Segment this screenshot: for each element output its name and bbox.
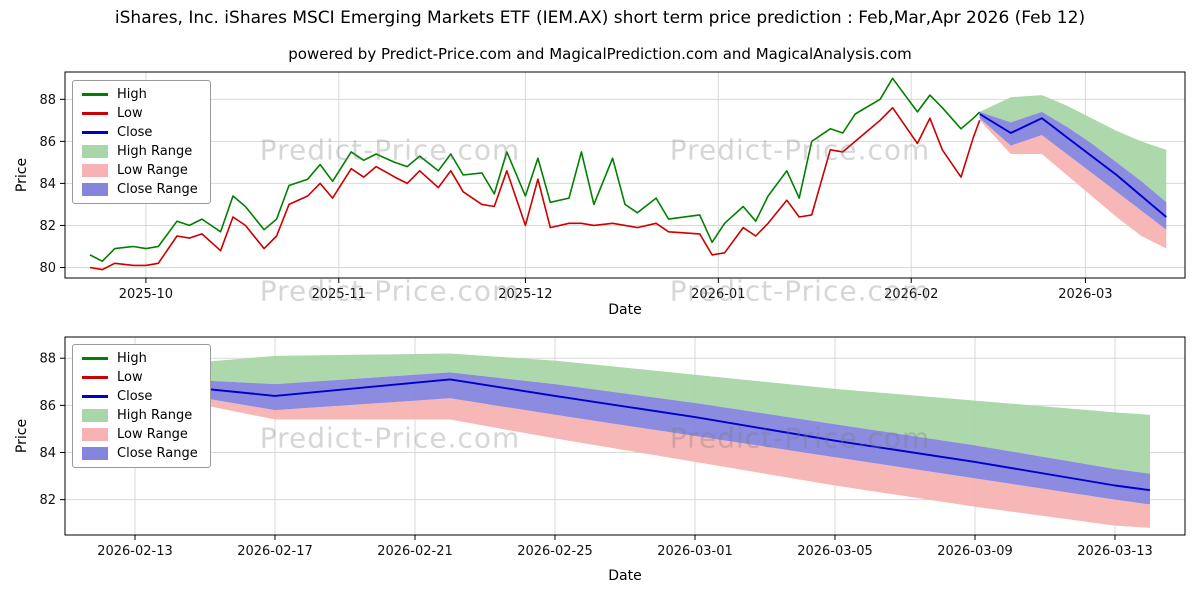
y-tick-label: 82 bbox=[39, 493, 56, 508]
legend-item-low: Low bbox=[82, 370, 198, 385]
y-tick-label: 80 bbox=[39, 261, 56, 276]
close-range-band bbox=[979, 111, 1167, 230]
x-tick-label: 2026-01 bbox=[691, 287, 745, 302]
plot-border bbox=[64, 71, 1186, 279]
x-tick-label: 2026-02-13 bbox=[97, 544, 173, 559]
high-swatch bbox=[82, 93, 108, 96]
x-tick-label: 2025-10 bbox=[119, 287, 173, 302]
y-tick-label: 82 bbox=[39, 219, 56, 234]
legend-item-low-range: Low Range bbox=[82, 163, 198, 178]
y-tick-label: 88 bbox=[39, 93, 56, 108]
legend-item-close-range: Close Range bbox=[82, 446, 198, 461]
low-swatch bbox=[82, 376, 108, 379]
low-range-swatch bbox=[82, 164, 108, 177]
plot-border bbox=[64, 336, 1186, 536]
legend-label-low: Low bbox=[117, 370, 143, 385]
x-tick-label: 2026-03-05 bbox=[797, 544, 873, 559]
legend-label-high: High bbox=[117, 87, 147, 102]
low-swatch bbox=[82, 112, 108, 115]
close-line bbox=[979, 113, 1167, 218]
x-tick-label: 2025-11 bbox=[312, 287, 366, 302]
x-tick-label: 2025-12 bbox=[498, 287, 552, 302]
high-line bbox=[89, 77, 981, 263]
x-tick-label: 2026-02-25 bbox=[517, 544, 593, 559]
y-tick-label: 84 bbox=[39, 446, 56, 461]
x-tick-label: 2026-02-21 bbox=[377, 544, 453, 559]
close-range-swatch bbox=[82, 183, 108, 196]
high-range-swatch bbox=[82, 145, 108, 158]
y-tick-label: 88 bbox=[39, 352, 56, 367]
high-range-band bbox=[979, 95, 1167, 203]
x-tick-label: 2026-02-17 bbox=[237, 544, 313, 559]
close-swatch bbox=[82, 131, 108, 134]
x-axis-label-bottom: Date bbox=[608, 568, 642, 584]
low-range-swatch bbox=[82, 428, 108, 441]
y-tick-label: 84 bbox=[39, 177, 56, 192]
close-range-band bbox=[135, 372, 1150, 505]
x-tick-label: 2026-02 bbox=[884, 287, 938, 302]
low-range-band bbox=[135, 386, 1150, 528]
low-range-band bbox=[979, 118, 1167, 249]
page-subtitle: powered by Predict-Price.com and Magical… bbox=[288, 45, 912, 63]
legend-bottom-chart: High Low Close High Range Low Range Close Ran… bbox=[72, 344, 211, 468]
legend-label-close: Close bbox=[117, 389, 153, 404]
close-swatch bbox=[82, 395, 108, 398]
legend-item-low-range: Low Range bbox=[82, 427, 198, 442]
high-swatch bbox=[82, 357, 108, 360]
legend-item-low: Low bbox=[82, 106, 198, 121]
legend-label-close: Close bbox=[117, 125, 153, 140]
legend-label-high-range: High Range bbox=[117, 408, 193, 423]
x-tick-label: 2026-03-01 bbox=[657, 544, 733, 559]
x-axis-label-top: Date bbox=[608, 302, 642, 318]
legend-item-high-range: High Range bbox=[82, 144, 198, 159]
legend-item-high-range: High Range bbox=[82, 408, 198, 423]
y-axis-label-bottom: Price bbox=[14, 418, 30, 454]
legend-item-high: High bbox=[82, 351, 198, 366]
page-title: iShares, Inc. iShares MSCI Emerging Mark… bbox=[114, 8, 1086, 28]
legend-label-low: Low bbox=[117, 106, 143, 121]
x-tick-label: 2026-03-13 bbox=[1077, 544, 1153, 559]
x-tick-label: 2026-03 bbox=[1058, 287, 1112, 302]
legend-label-high-range: High Range bbox=[117, 144, 193, 159]
low-line bbox=[89, 106, 981, 271]
legend-top-chart: High Low Close High Range Low Range Close Ran… bbox=[72, 80, 211, 204]
legend-item-close: Close bbox=[82, 389, 198, 404]
legend-label-close-range: Close Range bbox=[117, 182, 198, 197]
high-range-swatch bbox=[82, 409, 108, 422]
y-tick-label: 86 bbox=[39, 135, 56, 150]
legend-item-close-range: Close Range bbox=[82, 182, 198, 197]
legend-item-high: High bbox=[82, 87, 198, 102]
y-axis-label-top: Price bbox=[14, 157, 30, 193]
close-range-swatch bbox=[82, 447, 108, 460]
legend-label-close-range: Close Range bbox=[117, 446, 198, 461]
legend-label-low-range: Low Range bbox=[117, 163, 188, 178]
legend-label-low-range: Low Range bbox=[117, 427, 188, 442]
high-range-band bbox=[135, 353, 1150, 474]
y-tick-label: 86 bbox=[39, 399, 56, 414]
legend-item-close: Close bbox=[82, 125, 198, 140]
legend-label-high: High bbox=[117, 351, 147, 366]
x-tick-label: 2026-03-09 bbox=[937, 544, 1013, 559]
close-line bbox=[134, 378, 1151, 492]
